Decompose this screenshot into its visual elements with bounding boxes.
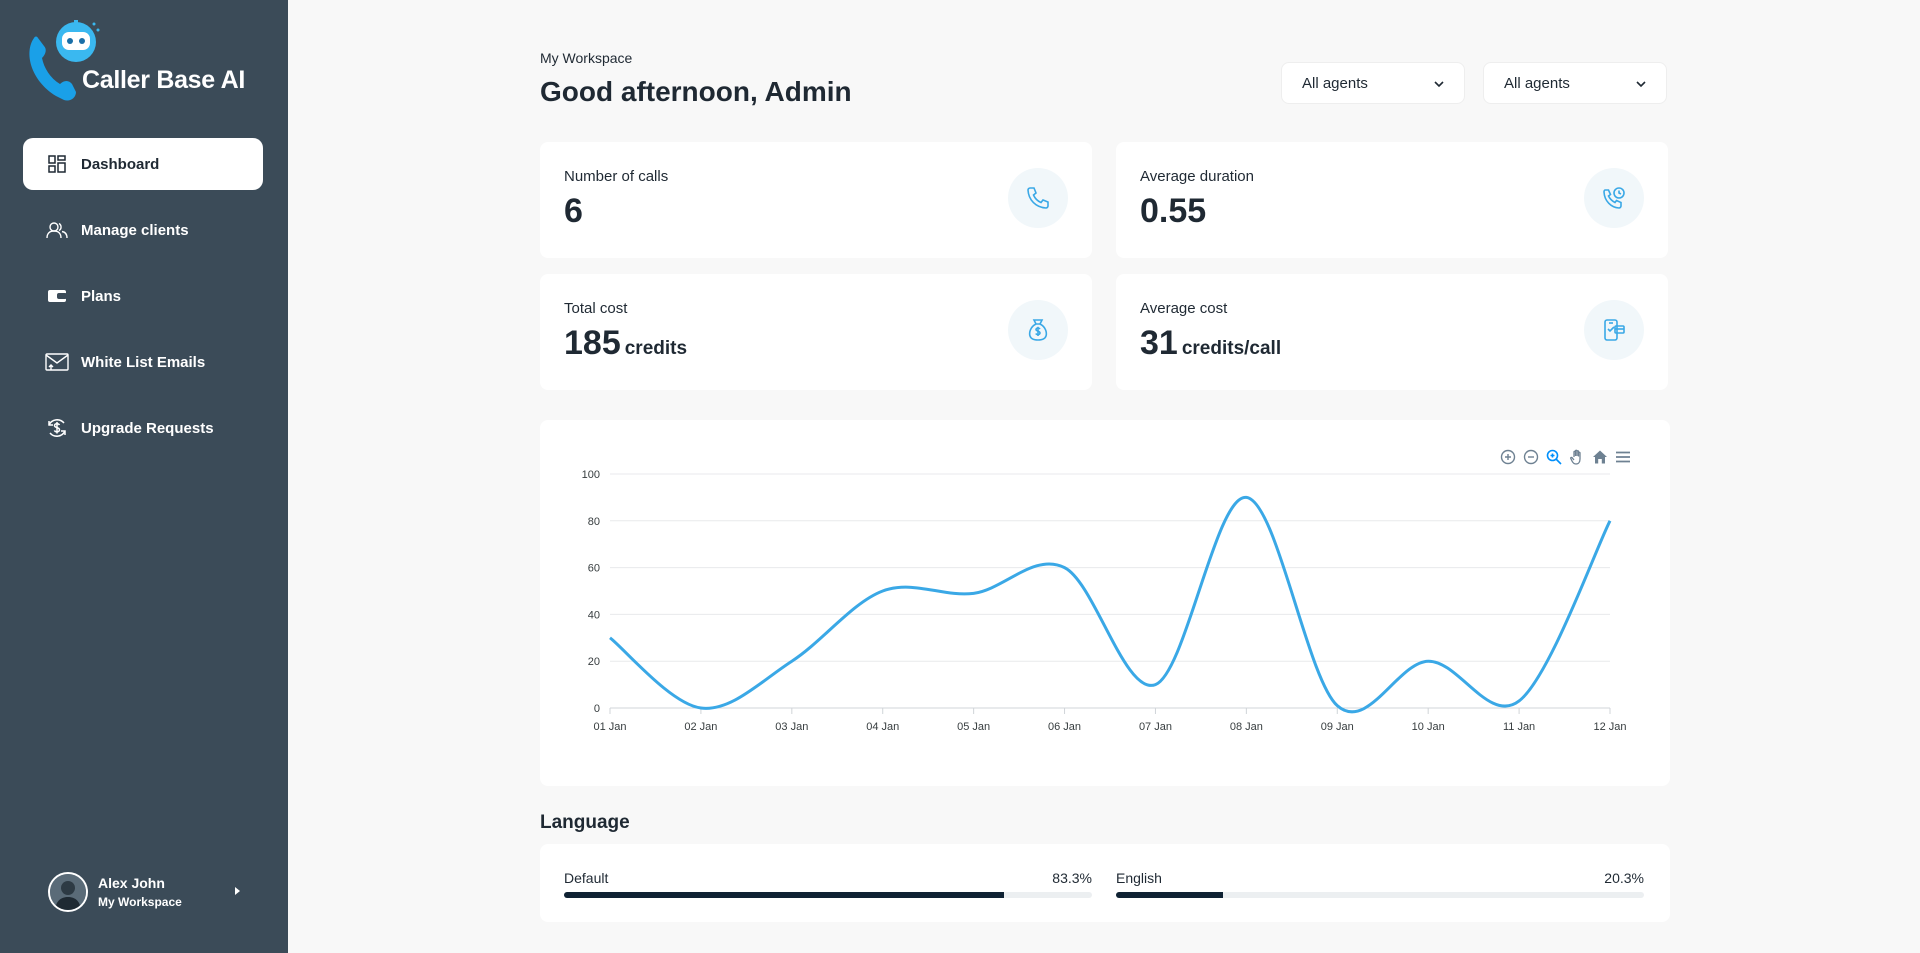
x-tick-label: 04 Jan [866,721,899,733]
y-tick-label: 100 [582,469,600,481]
user-menu[interactable]: Alex John My Workspace [48,870,248,914]
chart-toolbar [1499,448,1632,466]
x-tick-label: 12 Jan [1593,721,1626,733]
language-label: English [1116,870,1162,886]
calls-chart: 0 20 40 60 80 100 01 Jan 02 Jan 03 Jan 04 Jan 05 J… [540,420,1670,786]
y-tick-label: 40 [588,609,600,621]
chevron-down-icon [1636,81,1646,88]
line-chart: 0 20 40 60 80 100 01 Jan 02 Jan 03 Jan 04 Jan 05 J… [582,469,1627,733]
brand-name: Caller Base AI [82,66,246,94]
stat-card-calls: Number of calls 6 [540,142,1092,258]
mobile-card-icon [1584,300,1644,360]
y-tick-label: 60 [588,563,600,575]
x-tick-label: 03 Jan [775,721,808,733]
agent-filter-2-value: All agents [1504,74,1570,92]
x-tick-label: 02 Jan [684,721,717,733]
language-progress-bar [564,892,1092,898]
language-card: Default 83.3% English 20.3% [540,844,1670,922]
x-tick-label: 08 Jan [1230,721,1263,733]
stat-value: 31 credits/call [1140,324,1282,362]
pan-hand-icon[interactable] [1568,448,1586,466]
stat-card-total-cost: Total cost 185 credits [540,274,1092,390]
stat-value: 0.55 [1140,192,1207,230]
workspace-label: My Workspace [540,50,633,66]
stat-value: 6 [564,192,583,230]
sidebar-item-white-list-emails[interactable]: White List Emails [23,336,263,388]
robot-phone-icon [29,20,100,101]
zoom-in-icon[interactable] [1499,448,1517,466]
x-tick-label: 05 Jan [957,721,990,733]
phone-icon [1008,168,1068,228]
sidebar-item-label: Dashboard [81,155,160,173]
progress-fill [1116,892,1224,898]
y-tick-label: 80 [588,516,600,528]
zoom-select-icon[interactable] [1545,448,1563,466]
sidebar-nav: Dashboard Manage clients Plans White Lis… [23,138,263,468]
avatar [48,872,88,912]
chevron-right-icon [235,887,240,895]
mail-icon [45,350,69,374]
stat-card-average-cost: Average cost 31 credits/call [1116,274,1668,390]
stat-unit: credits/call [1181,338,1282,359]
stat-value: 185 credits [564,324,688,362]
user-workspace: My Workspace [98,895,182,909]
user-name: Alex John [98,875,165,891]
x-tick-label: 01 Jan [593,721,626,733]
stat-label: Average duration [1140,168,1254,185]
brand-logo[interactable]: Caller Base AI [22,18,252,104]
page-title: Good afternoon, Admin [540,76,852,107]
sidebar-item-label: Manage clients [81,221,189,239]
home-icon[interactable] [1591,448,1609,466]
sidebar-item-manage-clients[interactable]: Manage clients [23,204,263,256]
sidebar-item-label: White List Emails [81,353,206,371]
x-tick-label: 06 Jan [1048,721,1081,733]
chevron-down-icon [1434,81,1444,88]
x-tick-label: 10 Jan [1412,721,1445,733]
progress-fill [564,892,1004,898]
language-label: Default [564,870,609,886]
agent-filter-2[interactable]: All agents [1483,62,1667,104]
sidebar-item-upgrade-requests[interactable]: Upgrade Requests [23,402,263,454]
stat-label: Average cost [1140,300,1228,317]
agent-filter-1[interactable]: All agents [1281,62,1465,104]
sidebar-item-plans[interactable]: Plans [23,270,263,322]
x-tick-label: 09 Jan [1321,721,1354,733]
sidebar-item-dashboard[interactable]: Dashboard [23,138,263,190]
dashboard-icon [45,152,69,176]
zoom-out-icon[interactable] [1522,448,1540,466]
language-percent: 20.3% [1604,870,1644,886]
sidebar: Caller Base AI Dashboard Manage clients … [0,0,288,953]
language-progress-bar [1116,892,1644,898]
x-tick-label: 11 Jan [1503,721,1535,733]
money-bag-icon [1008,300,1068,360]
y-tick-label: 0 [594,703,600,715]
stat-label: Number of calls [564,168,669,185]
y-tick-label: 20 [588,656,600,668]
agent-filter-1-value: All agents [1302,74,1368,92]
language-title: Language [540,812,630,833]
language-item-english: English 20.3% [1116,870,1644,898]
stat-label: Total cost [564,300,628,317]
users-icon [45,218,69,242]
dollar-refresh-icon [45,416,69,440]
sidebar-item-label: Plans [81,287,122,305]
language-item-default: Default 83.3% [564,870,1092,898]
stat-card-duration: Average duration 0.55 [1116,142,1668,258]
language-percent: 83.3% [1052,870,1092,886]
menu-icon[interactable] [1614,448,1632,466]
phone-clock-icon [1584,168,1644,228]
series-line [609,495,1612,714]
wallet-icon [45,284,69,308]
sidebar-item-label: Upgrade Requests [81,419,214,437]
stat-unit: credits [624,338,688,359]
x-tick-label: 07 Jan [1139,721,1172,733]
